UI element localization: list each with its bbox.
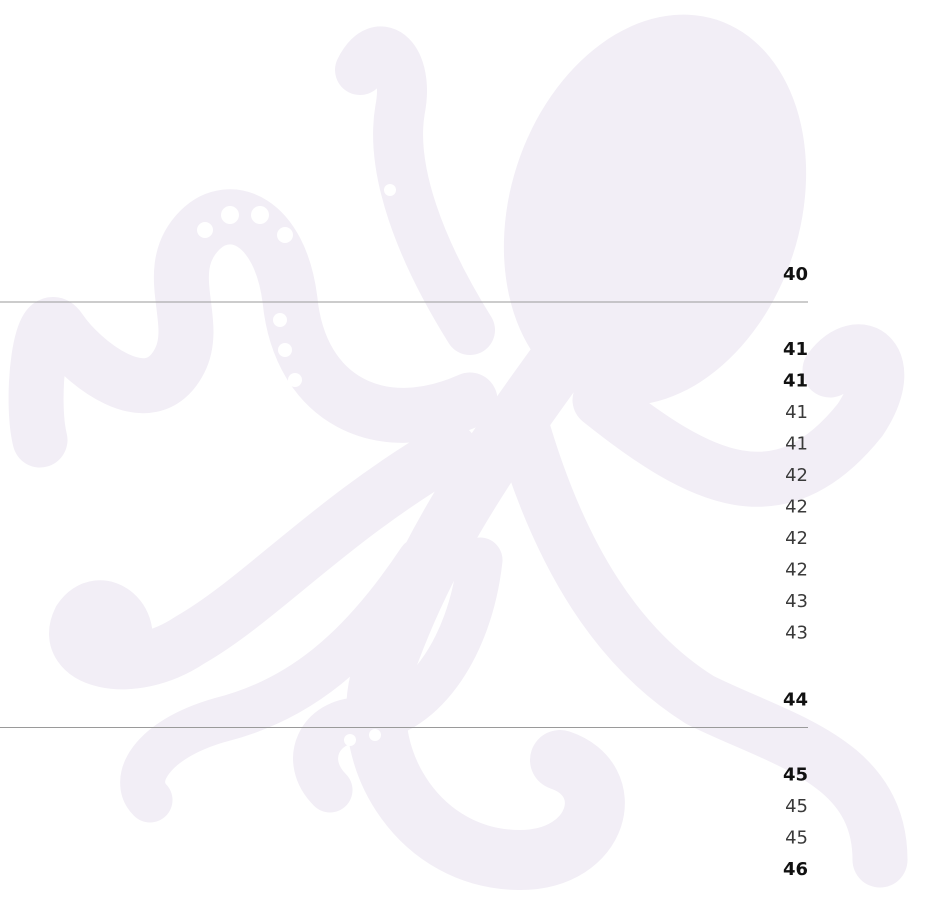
entry-page: 46	[783, 859, 808, 880]
entry-page: 42	[785, 465, 808, 486]
entry-page: 41	[785, 434, 808, 455]
entry-page: 42	[785, 497, 808, 518]
toc-page: 40 41 41 41 41 42 42 42 42 43 43 44 45 45 45 46	[0, 0, 944, 909]
entry-page: 41	[783, 371, 808, 392]
entry-page: 45	[785, 828, 808, 849]
entry-page: 43	[785, 623, 808, 644]
section-page: 40	[783, 264, 808, 285]
entry-page: 45	[785, 796, 808, 817]
entry-page: 42	[785, 560, 808, 581]
page: {"toc": {"sections": [ {"page": 40, "ite…	[0, 0, 944, 909]
entry-page: 41	[783, 339, 808, 360]
octopus-watermark	[36, 0, 880, 860]
section-page: 44	[783, 690, 808, 711]
entry-page: 45	[783, 765, 808, 786]
entry-page: 41	[785, 402, 808, 423]
entry-page: 42	[785, 528, 808, 549]
entry-page: 43	[785, 591, 808, 612]
